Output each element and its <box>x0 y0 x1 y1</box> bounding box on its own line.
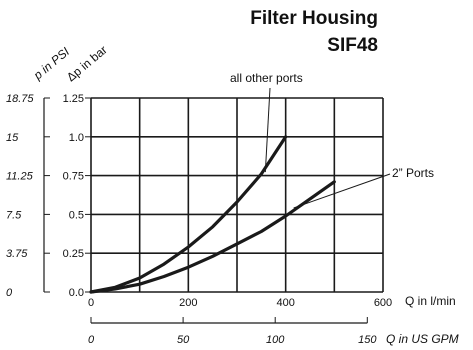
x-tick-label: 200 <box>179 297 197 309</box>
series-line-1 <box>89 135 288 294</box>
y2-tick-label: 15 <box>6 132 19 144</box>
x-tick-label: 0 <box>88 297 94 309</box>
y2-tick-label: 7.5 <box>6 209 22 221</box>
y-tick-label: 0.75 <box>63 171 84 183</box>
annotation-leader-2in-ports <box>293 173 391 209</box>
x-tick-label: 600 <box>374 297 392 309</box>
x2-tick-label: 0 <box>88 334 95 346</box>
y-tick-label: 1.0 <box>69 132 84 144</box>
y-axis-label: Δp in bar <box>64 43 110 85</box>
series-label-all-other-ports: all other ports <box>230 71 303 85</box>
y-tick-label: 0.5 <box>69 209 84 221</box>
x2-tick-label: 100 <box>266 334 285 346</box>
x-tick-label: 400 <box>276 297 294 309</box>
x2-axis-label: Q in US GPM <box>386 332 459 346</box>
annotation-leader-all-other-ports <box>264 87 271 173</box>
y2-tick-label: 18.75 <box>6 93 34 105</box>
x2-tick-label: 150 <box>358 334 377 346</box>
y2-tick-label: 3.75 <box>6 248 28 260</box>
x-axis-label: Q in l/min <box>405 294 456 308</box>
y2-tick-label: 0 <box>6 287 13 299</box>
y2-tick-label: 11.25 <box>6 171 34 183</box>
series-lines <box>89 135 336 294</box>
tick-labels: 0.0 0.25 0.5 0.75 1.0 1.25 0 3.75 7.5 11.25 15 18.7… <box>6 93 392 346</box>
y-tick-label: 1.25 <box>63 93 84 105</box>
y-tick-label: 0.25 <box>63 248 84 260</box>
x2-tick-label: 50 <box>177 334 190 346</box>
axes <box>43 97 368 324</box>
chart-subtitle: SIF48 <box>327 35 378 56</box>
chart-title: Filter Housing <box>250 8 378 29</box>
series-line-2 <box>89 180 336 294</box>
y-tick-label: 0.0 <box>69 287 84 299</box>
series-label-2in-ports: 2” Ports <box>392 166 434 180</box>
grid <box>90 97 384 293</box>
